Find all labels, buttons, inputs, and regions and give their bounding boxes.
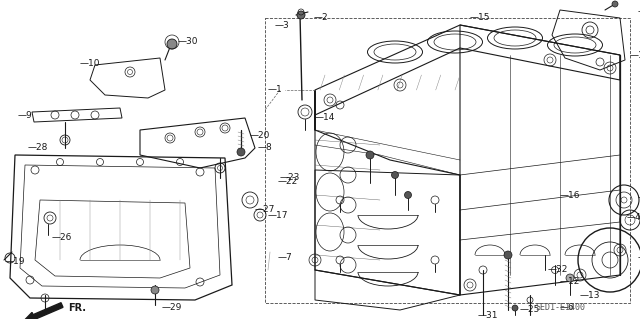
Text: —18: —18	[638, 8, 640, 17]
Text: —3: —3	[275, 20, 290, 29]
Circle shape	[566, 274, 574, 282]
Circle shape	[366, 151, 374, 159]
Text: —17: —17	[268, 211, 289, 219]
Text: —15: —15	[470, 13, 490, 23]
Text: —11: —11	[630, 50, 640, 60]
Circle shape	[167, 39, 177, 49]
Text: —27: —27	[255, 205, 275, 214]
Text: —13: —13	[580, 291, 600, 300]
FancyArrow shape	[23, 303, 63, 319]
Text: —19: —19	[5, 257, 26, 266]
Circle shape	[512, 305, 518, 311]
Text: —1: —1	[268, 85, 283, 94]
Text: FR.: FR.	[68, 303, 86, 313]
Text: —12: —12	[560, 278, 580, 286]
Circle shape	[612, 1, 618, 7]
Circle shape	[297, 11, 305, 19]
Text: —8: —8	[258, 144, 273, 152]
Text: —6: —6	[560, 303, 575, 313]
Text: —16: —16	[560, 190, 580, 199]
Circle shape	[404, 191, 412, 198]
Text: —14: —14	[315, 114, 335, 122]
Text: —7: —7	[278, 254, 292, 263]
Text: —30: —30	[178, 38, 198, 47]
Text: —20: —20	[250, 130, 270, 139]
Text: —23: —23	[280, 174, 300, 182]
Text: —9: —9	[18, 110, 33, 120]
Text: —26: —26	[52, 234, 72, 242]
Text: —28: —28	[28, 144, 49, 152]
Circle shape	[237, 148, 245, 156]
Text: —24: —24	[638, 254, 640, 263]
Text: —25: —25	[520, 306, 540, 315]
Text: —2: —2	[314, 13, 328, 23]
Text: —29: —29	[162, 303, 182, 313]
Text: SED1-E1400: SED1-E1400	[535, 303, 585, 313]
Text: —31: —31	[478, 310, 499, 319]
Text: —21: —21	[638, 194, 640, 203]
Circle shape	[392, 172, 399, 179]
Circle shape	[504, 251, 512, 259]
Text: —32: —32	[548, 265, 568, 275]
Text: —4: —4	[627, 213, 640, 222]
Circle shape	[151, 286, 159, 294]
Text: —10: —10	[80, 60, 100, 69]
Bar	[265, 18, 630, 303]
Text: —22: —22	[278, 177, 298, 187]
